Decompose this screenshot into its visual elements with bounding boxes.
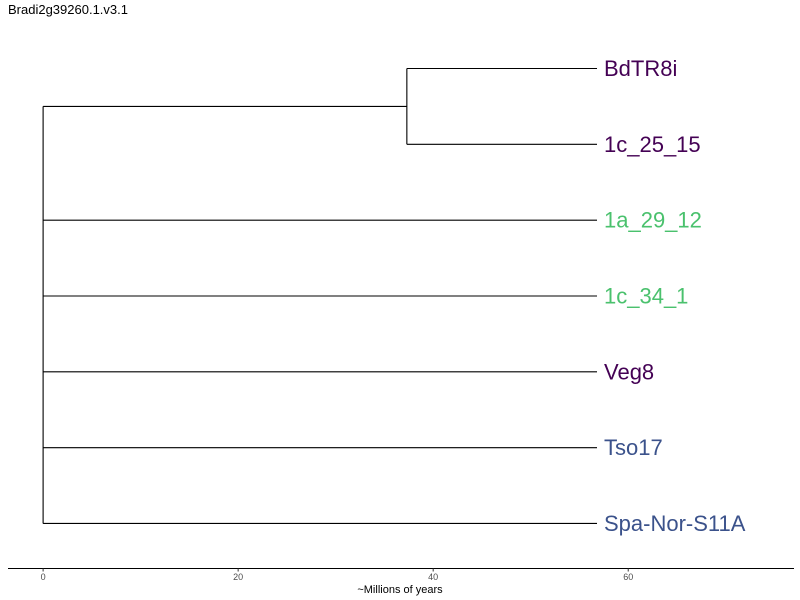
tip-label-1c-25-15: 1c_25_15 [604, 132, 701, 157]
x-axis-title: ~Millions of years [357, 584, 443, 596]
x-tick-label-0: 0 [41, 572, 46, 582]
tip-label-bdtr8i: BdTR8i [604, 56, 677, 81]
tip-label-veg8: Veg8 [604, 359, 654, 384]
x-tick-label-60: 60 [623, 572, 633, 582]
chart-title: Bradi2g39260.1.v3.1 [8, 2, 128, 17]
tip-label-1c-34-1: 1c_34_1 [604, 283, 688, 308]
tip-label-tso17: Tso17 [604, 435, 663, 460]
x-tick-label-20: 20 [233, 572, 243, 582]
tip-label-spa-nor-s11a: Spa-Nor-S11A [604, 511, 746, 536]
x-axis-ticks: 0 20 40 60 [41, 568, 633, 582]
tree-branches [42, 67, 598, 525]
tip-label-1a-29-12: 1a_29_12 [604, 208, 702, 233]
tip-labels: BdTR8i 1c_25_15 1a_29_12 1c_34_1 Veg8 Tso17 Sp… [604, 56, 746, 536]
x-axis: 0 20 40 60 ~Millions of years [8, 567, 794, 596]
x-tick-label-40: 40 [428, 572, 438, 582]
